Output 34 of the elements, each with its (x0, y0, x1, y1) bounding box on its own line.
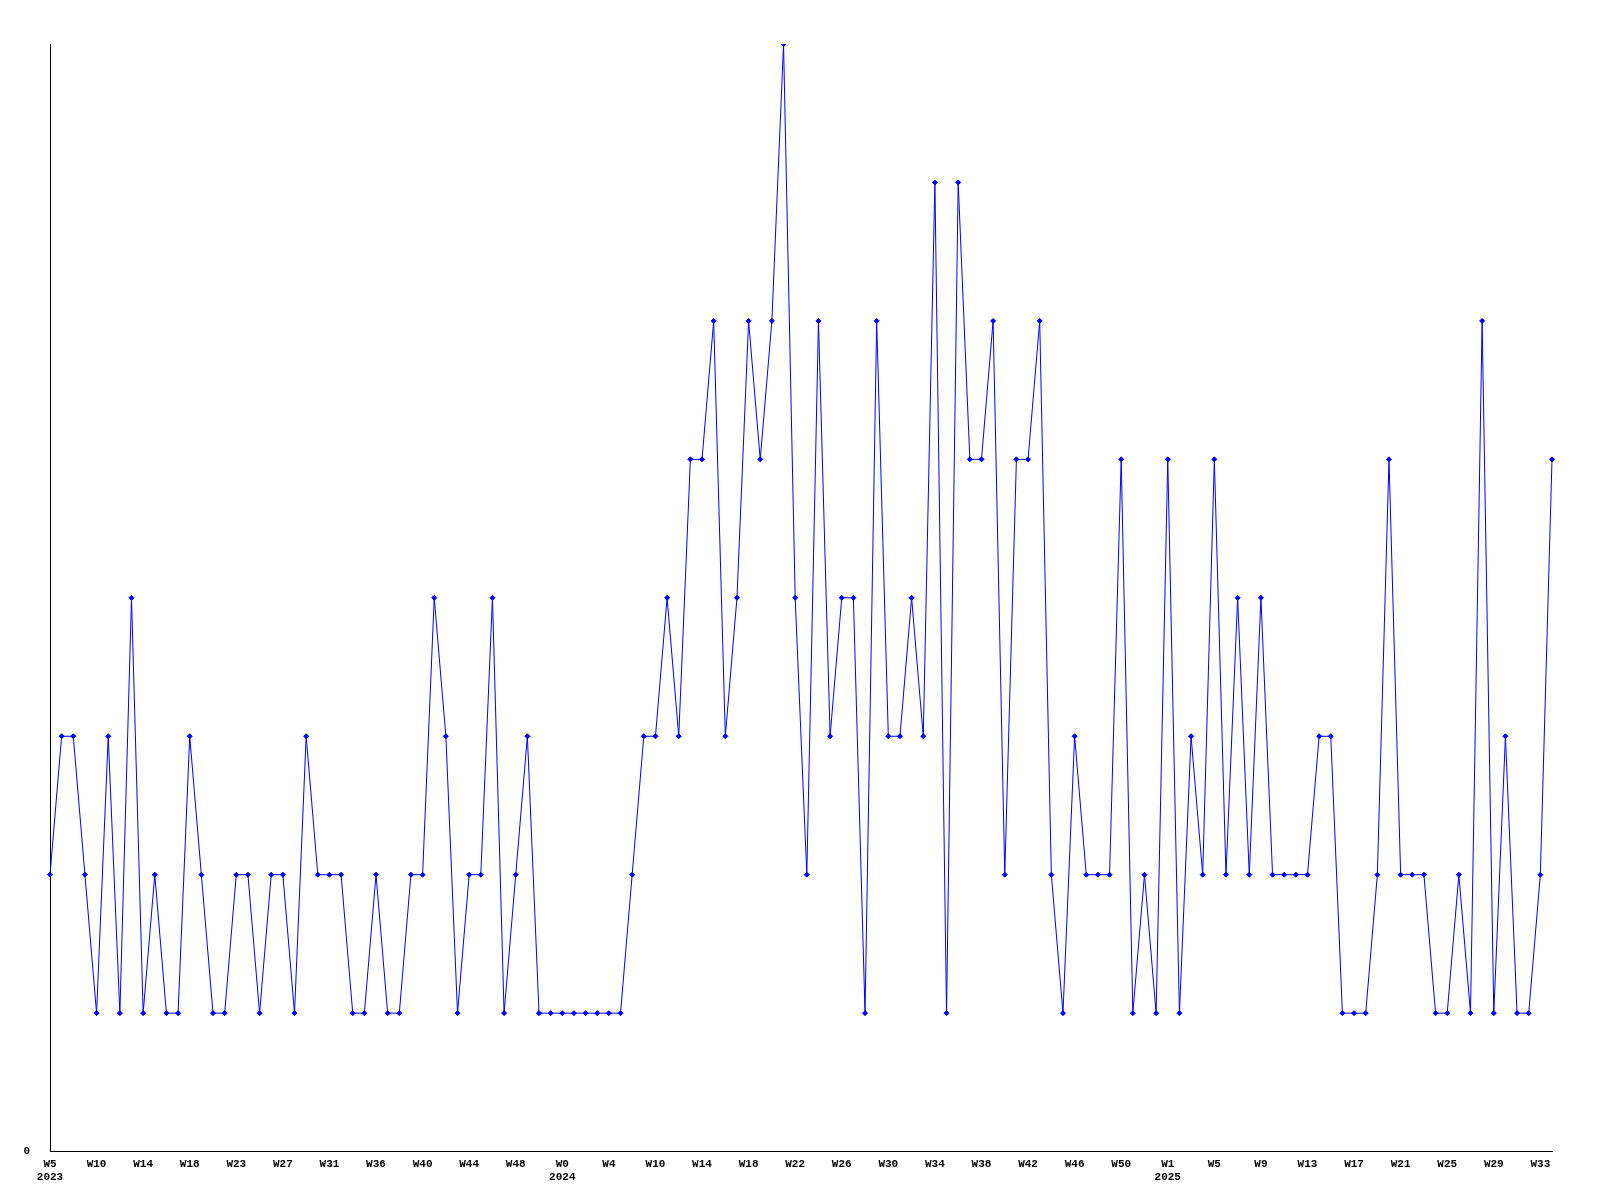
x-tick-label: W4 (602, 1157, 616, 1170)
x-tick-label: W48 (505, 1157, 527, 1170)
x-tick-label: W0 2024 (549, 1157, 576, 1184)
x-tick-label: W14 (133, 1157, 154, 1170)
x-tick-label: W26 (831, 1157, 852, 1170)
x-tick-label: W46 (1064, 1157, 1085, 1170)
x-tick-label: W38 (971, 1157, 992, 1170)
x-tick-label: W42 (1018, 1157, 1038, 1170)
x-tick-label: W25 (1437, 1157, 1458, 1170)
x-tick-label: W29 (1483, 1157, 1504, 1170)
x-tick-label: W18 (738, 1157, 759, 1170)
x-tick-label: W30 (878, 1157, 899, 1170)
x-tick-label: W5 2023 (36, 1157, 64, 1184)
x-tick-label: W13 (1297, 1157, 1318, 1170)
x-tick-label: W1 2025 (1154, 1157, 1182, 1184)
x-tick-label: W5 (1207, 1157, 1222, 1170)
x-tick-label: W40 (412, 1157, 433, 1170)
x-tick-label: W18 (179, 1157, 201, 1170)
x-tick-label: W27 (272, 1157, 293, 1170)
x-tick-label: W22 (785, 1157, 806, 1170)
x-tick-label: W50 (1111, 1157, 1132, 1170)
x-tick-label: W23 (226, 1157, 247, 1170)
x-tick-label: W36 (366, 1157, 386, 1170)
x-tick-label: W10 (86, 1157, 107, 1170)
x-tick-label: W10 (645, 1157, 666, 1170)
x-tick-label: W17 (1344, 1157, 1364, 1170)
x-tick-label: W33 (1530, 1157, 1551, 1170)
x-tick-label: W9 (1254, 1157, 1268, 1170)
x-tick-label: W14 (692, 1157, 713, 1170)
x-tick-label: W21 (1390, 1157, 1411, 1170)
x-tick-label: W44 (459, 1157, 480, 1170)
text: 0 (23, 1145, 30, 1158)
x-tick-label: W34 (924, 1157, 946, 1170)
x-tick-label: W31 (319, 1157, 340, 1170)
